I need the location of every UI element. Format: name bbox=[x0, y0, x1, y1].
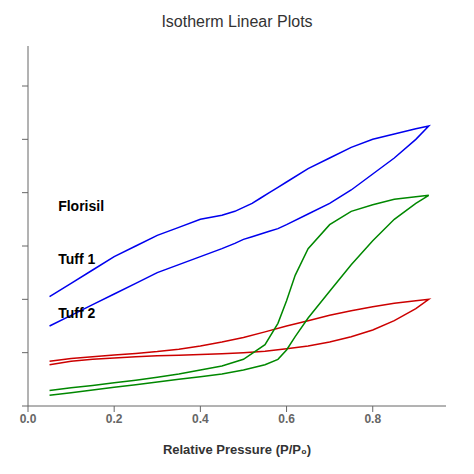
svg-text:0.0: 0.0 bbox=[20, 412, 37, 426]
svg-text:Florisil: Florisil bbox=[58, 198, 104, 214]
svg-text:0.8: 0.8 bbox=[364, 412, 381, 426]
svg-text:Relative Pressure (P/P₀): Relative Pressure (P/P₀) bbox=[163, 442, 311, 457]
svg-text:0.4: 0.4 bbox=[192, 412, 209, 426]
svg-text:Tuff 2: Tuff 2 bbox=[58, 305, 95, 321]
html-text:Isotherm Linear Plots: Isotherm Linear Plots bbox=[161, 13, 313, 30]
svg-text:Tuff 1: Tuff 1 bbox=[58, 251, 95, 267]
svg-text:0.6: 0.6 bbox=[278, 412, 295, 426]
svg-text:0.2: 0.2 bbox=[106, 412, 123, 426]
